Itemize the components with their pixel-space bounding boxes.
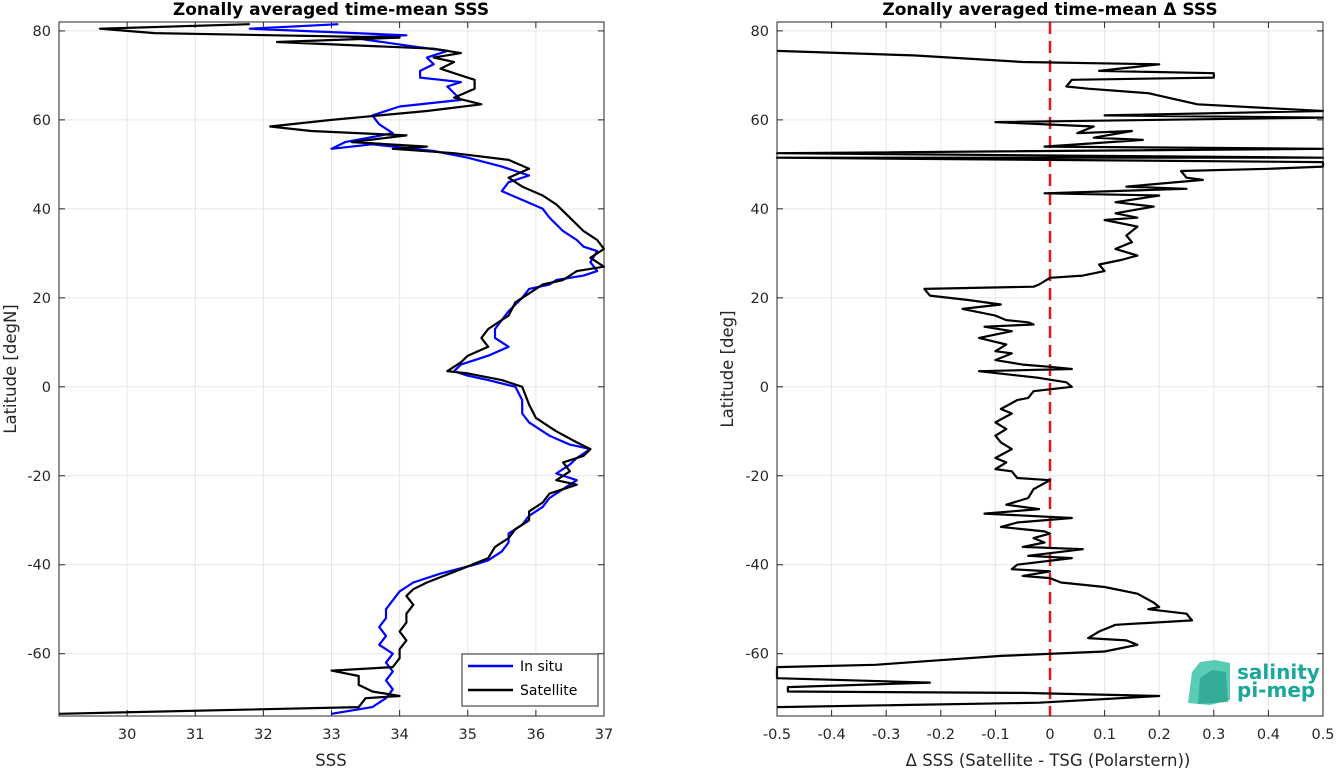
sss-axes-frame [58, 21, 605, 717]
delta-y-tick-label: -20 [745, 469, 769, 485]
delta-x-tick-label: -0.1 [981, 727, 1009, 743]
legend-box [461, 653, 599, 707]
delta-x-tick-label: -0.2 [927, 727, 955, 743]
sss-y-tick-label: 0 [42, 380, 51, 396]
delta-y-tick-label: 60 [751, 113, 769, 129]
delta-x-tick-label: 0 [1045, 727, 1054, 743]
delta-x-tick-label: 0.2 [1148, 727, 1171, 743]
logo-text-line2: pi-mep [1237, 678, 1315, 702]
delta-sss-panel: Zonally averaged time-mean Δ SSS -0.5 -0.… [718, 0, 1335, 769]
legend-label-in-situ: In situ [520, 659, 563, 675]
sss-line-in-situ [248, 23, 599, 715]
sss-x-axis-label: SSS [315, 751, 346, 769]
delta-y-tick-label: 20 [751, 291, 769, 307]
delta-y-tick-label: -40 [745, 558, 769, 574]
legend: In situ Satellite [461, 653, 599, 707]
sss-x-tick-label: 33 [322, 727, 340, 743]
sss-x-tick-label: 30 [118, 727, 136, 743]
sss-y-tick-label: -20 [27, 469, 51, 485]
sss-ticks: 30 31 32 33 34 35 36 37 -60 -40 -20 0 20 40 60 80 [27, 22, 613, 743]
delta-axes-frame [776, 21, 1324, 717]
sss-x-tick-label: 32 [254, 727, 272, 743]
salinity-pi-mep-logo: salinity pi-mep [1188, 660, 1320, 705]
sss-grid [59, 22, 605, 716]
sss-y-tick-label: -60 [27, 647, 51, 663]
sss-x-tick-label: 34 [390, 727, 408, 743]
delta-y-axis-label: Latitude [deg] [718, 310, 737, 427]
delta-y-tick-label: 0 [760, 380, 769, 396]
sss-x-tick-label: 35 [459, 727, 477, 743]
delta-x-axis-label: Δ SSS (Satellite - TSG (Polarstern)) [906, 751, 1191, 769]
sss-x-tick-label: 37 [595, 727, 613, 743]
delta-panel-title: Zonally averaged time-mean Δ SSS [882, 0, 1217, 20]
delta-x-tick-label: 0.3 [1202, 727, 1225, 743]
sss-y-tick-label: 60 [33, 113, 51, 129]
sss-x-tick-label: 36 [527, 727, 545, 743]
sss-lines [58, 23, 606, 715]
delta-ticks: -0.5 -0.4 -0.3 -0.2 -0.1 0 0.1 0.2 0.3 0.4 0.5 -60 -… [745, 22, 1335, 743]
sss-line-satellite [58, 23, 606, 715]
sss-panel-title: Zonally averaged time-mean SSS [173, 0, 489, 20]
delta-x-tick-label: -0.3 [872, 727, 900, 743]
logo-text-line1: salinity [1237, 660, 1320, 684]
sss-y-tick-label: 40 [33, 202, 51, 218]
delta-x-tick-label: -0.4 [817, 727, 845, 743]
delta-y-tick-label: 80 [751, 24, 769, 40]
delta-y-tick-label: 40 [751, 202, 769, 218]
sss-y-axis-label: Latitude [degN] [1, 304, 20, 433]
sss-y-tick-label: -40 [27, 558, 51, 574]
sss-y-tick-label: 20 [33, 291, 51, 307]
sss-y-tick-label: 80 [33, 24, 51, 40]
delta-x-tick-label: 0.4 [1257, 727, 1280, 743]
delta-x-tick-label: 0.1 [1093, 727, 1116, 743]
delta-x-tick-label: 0.5 [1311, 727, 1334, 743]
sss-x-tick-label: 31 [186, 727, 204, 743]
delta-lines [775, 22, 1325, 716]
logo-wave-shape-inner [1198, 670, 1228, 704]
sss-panel: Zonally averaged time-mean SSS 30 31 32 33 3… [1, 0, 613, 769]
legend-label-satellite: Satellite [520, 683, 577, 699]
delta-y-tick-label: -60 [745, 647, 769, 663]
delta-x-tick-label: -0.5 [763, 727, 791, 743]
